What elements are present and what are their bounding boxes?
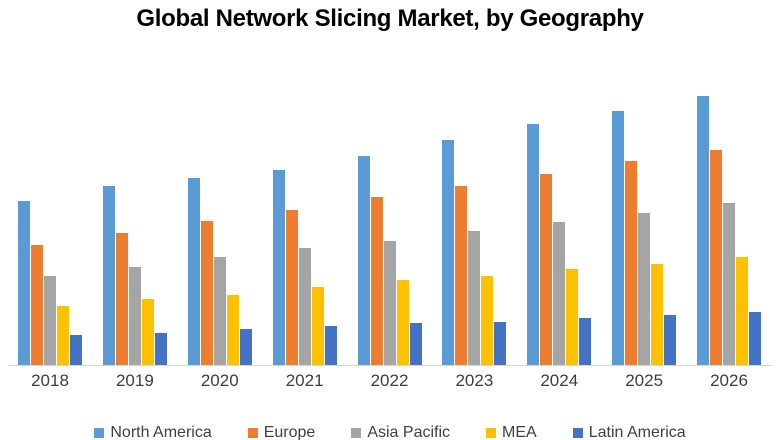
x-axis-label-2018: 2018 bbox=[31, 371, 69, 390]
legend-swatch-europe bbox=[247, 427, 258, 438]
legend-label-north-america: North America bbox=[110, 424, 212, 440]
legend-item-europe: Europe bbox=[247, 423, 316, 440]
bar-north-america-2020 bbox=[187, 178, 200, 365]
x-axis-label-2021: 2021 bbox=[285, 371, 324, 390]
bar-north-america-2026 bbox=[697, 96, 709, 365]
legend-label-asia-pacific: Asia Pacific bbox=[367, 424, 451, 440]
bar-mea-2026 bbox=[736, 257, 748, 365]
bar-europe-2022 bbox=[370, 197, 383, 365]
bar-north-america-2025 bbox=[612, 111, 625, 365]
bar-north-america-2021 bbox=[272, 170, 285, 365]
bar-group-2025 bbox=[612, 65, 677, 365]
x-axis-label-2022: 2022 bbox=[370, 371, 409, 390]
bar-asia-pacific-2026 bbox=[723, 203, 735, 365]
bar-asia-pacific-2022 bbox=[383, 241, 396, 365]
bar-mea-2018 bbox=[57, 306, 69, 365]
bar-asia-pacific-2020 bbox=[213, 257, 226, 365]
x-axis-label-2020: 2020 bbox=[200, 371, 239, 390]
x-axis-labels: 2018 2019 2020 2021 2022 2023 2024 2025 2026 bbox=[18, 371, 761, 391]
chart-title: Global Network Slicing Market, by Geogra… bbox=[136, 5, 644, 32]
legend-label-mea: MEA bbox=[502, 424, 537, 440]
bar-mea-2019 bbox=[141, 299, 154, 365]
legend-item-asia-pacific: Asia Pacific bbox=[351, 423, 450, 440]
x-axis-label-2025: 2025 bbox=[625, 371, 664, 390]
legend-swatch-latin-america bbox=[572, 427, 583, 438]
bar-mea-2021 bbox=[311, 287, 324, 365]
legend-item-mea: MEA bbox=[486, 423, 537, 440]
bar-mea-2025 bbox=[651, 264, 664, 365]
x-axis-label-2023: 2023 bbox=[455, 371, 494, 390]
legend-item-latin-america: Latin America bbox=[572, 423, 686, 440]
bar-north-america-2023 bbox=[442, 140, 455, 365]
bar-latin-america-2020 bbox=[239, 329, 252, 365]
bar-group-2022 bbox=[357, 65, 422, 365]
bar-latin-america-2023 bbox=[494, 322, 507, 365]
legend-swatch-asia-pacific bbox=[351, 427, 362, 438]
bar-europe-2024 bbox=[540, 174, 553, 365]
bar-latin-america-2025 bbox=[664, 315, 677, 365]
bar-north-america-2024 bbox=[527, 124, 540, 365]
bar-asia-pacific-2024 bbox=[553, 222, 566, 365]
x-axis-label-2019: 2019 bbox=[115, 371, 154, 390]
bar-north-america-2018 bbox=[18, 201, 30, 365]
bar-group-2026 bbox=[697, 65, 761, 365]
legend-item-north-america: North America bbox=[94, 423, 212, 440]
bar-asia-pacific-2021 bbox=[298, 248, 311, 365]
bar-group-2019 bbox=[102, 65, 167, 365]
bar-north-america-2019 bbox=[102, 186, 115, 365]
bar-asia-pacific-2019 bbox=[128, 267, 141, 365]
legend-label-europe: Europe bbox=[263, 424, 316, 440]
bar-group-2018 bbox=[18, 65, 82, 365]
x-axis-line bbox=[8, 365, 772, 366]
bar-group-2023 bbox=[442, 65, 507, 365]
bar-north-america-2022 bbox=[357, 156, 370, 365]
bar-europe-2019 bbox=[115, 233, 128, 365]
bar-group-2024 bbox=[527, 65, 592, 365]
bar-group-2021 bbox=[272, 65, 337, 365]
bar-europe-2023 bbox=[455, 186, 468, 365]
legend-swatch-mea bbox=[486, 427, 497, 438]
legend-swatch-north-america bbox=[94, 427, 105, 438]
bar-latin-america-2026 bbox=[749, 312, 761, 365]
bar-asia-pacific-2018 bbox=[44, 276, 56, 365]
plot-area bbox=[18, 65, 761, 365]
bar-mea-2024 bbox=[566, 269, 579, 365]
bar-europe-2025 bbox=[625, 161, 638, 365]
bar-asia-pacific-2023 bbox=[468, 231, 481, 365]
bar-europe-2020 bbox=[200, 221, 213, 365]
bar-europe-2021 bbox=[285, 210, 298, 365]
bar-latin-america-2021 bbox=[324, 326, 337, 365]
bar-europe-2026 bbox=[710, 150, 722, 365]
bar-latin-america-2018 bbox=[70, 335, 82, 365]
bar-latin-america-2024 bbox=[579, 318, 592, 365]
x-axis-label-2024: 2024 bbox=[540, 371, 579, 390]
legend-label-latin-america: Latin America bbox=[588, 424, 686, 440]
x-axis-label-2026: 2026 bbox=[710, 371, 748, 390]
legend: North America Europe Asia Pacific MEA Latin … bbox=[0, 423, 780, 440]
bar-europe-2018 bbox=[31, 245, 43, 365]
bar-mea-2022 bbox=[396, 280, 409, 365]
bar-group-2020 bbox=[187, 65, 252, 365]
bar-mea-2020 bbox=[226, 295, 239, 365]
bar-latin-america-2022 bbox=[409, 323, 422, 365]
bar-mea-2023 bbox=[481, 276, 494, 365]
bar-asia-pacific-2025 bbox=[638, 213, 651, 365]
bar-latin-america-2019 bbox=[154, 333, 167, 365]
